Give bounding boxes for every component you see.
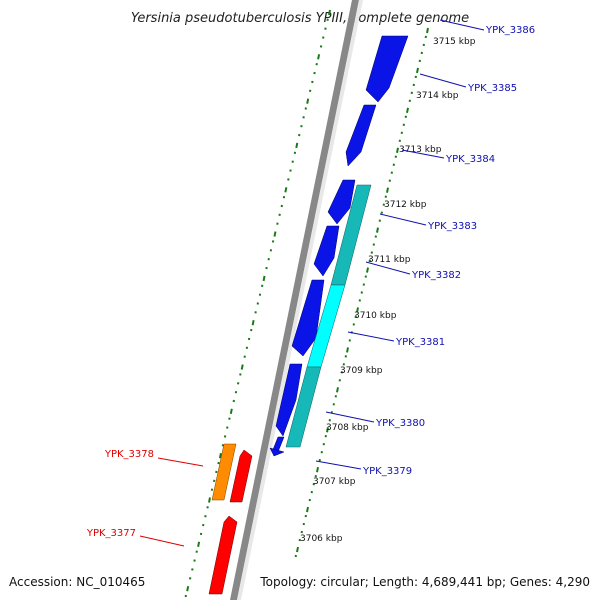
tick-dot xyxy=(336,387,339,393)
tick-labels: 3715 kbp 3714 kbp 3713 kbp 3712 kbp 3711 kbp… xyxy=(300,37,476,544)
tick-dot xyxy=(208,497,211,503)
tick-dot xyxy=(396,147,399,153)
tick-dot xyxy=(197,541,201,548)
gene-label-ypk-3379[interactable]: YPK_3379 xyxy=(362,466,412,477)
tick-dot xyxy=(326,427,329,433)
tick-label: 3706 kbp xyxy=(300,534,343,544)
tick-dot xyxy=(317,54,321,60)
tick-dot xyxy=(284,187,288,193)
tick-label: 3711 kbp xyxy=(368,255,411,265)
gene-label-connector xyxy=(347,331,395,342)
gene-label-ypk-3384[interactable]: YPK_3384 xyxy=(445,154,495,165)
tick-label: 3712 kbp xyxy=(384,200,427,210)
gene-ypk-3377[interactable] xyxy=(208,515,238,595)
gene-label-ypk-3386[interactable]: YPK_3386 xyxy=(485,25,535,36)
tick-label: 3710 kbp xyxy=(354,311,397,321)
gene-ypk-3378[interactable] xyxy=(229,449,253,503)
gene-label-connector xyxy=(379,213,427,226)
tick-dot xyxy=(273,231,277,237)
genome-title: Yersinia pseudotuberculosis YPIII, compl… xyxy=(131,11,469,26)
tick-dot xyxy=(366,267,369,273)
forward-strand-features xyxy=(269,35,409,457)
tick-dot xyxy=(406,107,409,114)
tick-dot xyxy=(296,546,299,553)
gene-label-ypk-3377[interactable]: YPK_3377 xyxy=(86,528,136,539)
tick-dot xyxy=(316,466,319,473)
genome-backbone-highlight xyxy=(237,0,363,600)
rna-feature-lower[interactable] xyxy=(285,366,322,448)
gene-labels: YPK_3386 YPK_3385 YPK_3384 YPK_3383 YPK_3382… xyxy=(86,19,535,547)
gene-label-ypk-3382[interactable]: YPK_3382 xyxy=(411,270,461,281)
tick-dot xyxy=(240,364,244,370)
tick-label: 3707 kbp xyxy=(313,477,356,487)
gene-label-connector xyxy=(401,149,445,159)
tick-dot xyxy=(426,27,429,34)
tick-dot xyxy=(229,408,233,415)
tick-dot xyxy=(251,320,255,326)
tick-dot xyxy=(186,585,190,592)
tick-dot xyxy=(386,187,389,193)
gene-ypk-3384[interactable] xyxy=(327,179,356,225)
tick-dot xyxy=(376,227,379,233)
gene-label-connector xyxy=(139,535,185,547)
tick-dot xyxy=(346,347,349,353)
tick-label: 3715 kbp xyxy=(433,37,476,47)
gene-label-connector xyxy=(419,73,467,88)
gene-label-ypk-3381[interactable]: YPK_3381 xyxy=(395,337,445,348)
tick-dot xyxy=(328,9,331,16)
gene-label-ypk-3383[interactable]: YPK_3383 xyxy=(427,221,477,232)
right-tick-track xyxy=(294,27,429,558)
gene-ypk-3381[interactable] xyxy=(275,363,303,437)
topology-text: Topology: circular; Length: 4,689,441 bp… xyxy=(259,575,590,589)
gene-label-connector xyxy=(365,261,411,275)
tick-dot xyxy=(306,506,309,513)
left-tick-track xyxy=(184,9,331,598)
gene-label-connector xyxy=(315,460,362,470)
tick-dot xyxy=(218,452,222,459)
tick-dot xyxy=(416,67,419,74)
gene-label-ypk-3385[interactable]: YPK_3385 xyxy=(467,83,517,94)
tick-label: 3709 kbp xyxy=(340,366,383,376)
tick-label: 3708 kbp xyxy=(326,423,369,433)
tick-label: 3714 kbp xyxy=(416,91,459,101)
tick-label: 3713 kbp xyxy=(399,145,442,155)
gene-ypk-3383[interactable] xyxy=(313,225,340,277)
accession-text: Accession: NC_010465 xyxy=(9,575,145,589)
genome-backbone xyxy=(230,0,359,600)
tick-dot xyxy=(262,275,266,282)
tick-dot xyxy=(295,142,299,149)
reverse-strand-features xyxy=(208,443,253,595)
tick-dot xyxy=(306,98,310,104)
gene-label-ypk-3378[interactable]: YPK_3378 xyxy=(104,449,154,460)
gene-ypk-3379[interactable] xyxy=(269,447,285,457)
gene-label-connector xyxy=(325,411,375,423)
rna-features xyxy=(285,184,372,448)
gene-label-connector xyxy=(157,457,204,467)
gene-ypk-3386[interactable] xyxy=(365,35,409,103)
gene-label-ypk-3380[interactable]: YPK_3380 xyxy=(375,418,425,429)
gene-ypk-3378-orange[interactable] xyxy=(211,443,237,501)
gene-label-connector xyxy=(439,19,485,31)
tick-dot xyxy=(356,307,359,313)
gene-ypk-3385[interactable] xyxy=(345,104,377,167)
